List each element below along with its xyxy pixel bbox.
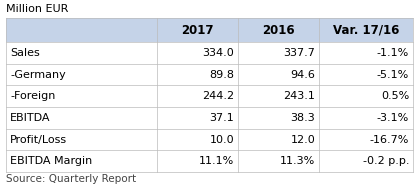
Text: Source: Quarterly Report: Source: Quarterly Report [6,174,136,184]
Text: Profit/Loss: Profit/Loss [10,134,67,145]
Text: 244.2: 244.2 [202,91,234,101]
Text: 243.1: 243.1 [284,91,316,101]
Text: 2017: 2017 [181,24,214,37]
Text: -0.2 p.p.: -0.2 p.p. [362,156,409,166]
Text: -5.1%: -5.1% [377,70,409,80]
Bar [6,129,413,150]
Text: 94.6: 94.6 [290,70,316,80]
Text: Var. 17/16: Var. 17/16 [333,24,399,37]
Bar [6,150,413,172]
Bar [6,64,413,85]
Text: 37.1: 37.1 [209,113,234,123]
Text: 0.5%: 0.5% [381,91,409,101]
Text: 334.0: 334.0 [202,48,234,58]
Bar [6,42,413,64]
Text: -Germany: -Germany [10,70,66,80]
Text: 11.3%: 11.3% [280,156,316,166]
Text: 38.3: 38.3 [291,113,316,123]
Text: -1.1%: -1.1% [377,48,409,58]
Text: -Foreign: -Foreign [10,91,55,101]
Text: 89.8: 89.8 [209,70,234,80]
Text: Million EUR: Million EUR [6,4,68,14]
Text: -3.1%: -3.1% [377,113,409,123]
Bar [6,18,413,42]
Bar [6,85,413,107]
Text: 2016: 2016 [262,24,295,37]
Text: 10.0: 10.0 [210,134,234,145]
Text: Sales: Sales [10,48,40,58]
Text: 12.0: 12.0 [291,134,316,145]
Text: EBITDA: EBITDA [10,113,51,123]
Text: 11.1%: 11.1% [199,156,234,166]
Text: -16.7%: -16.7% [370,134,409,145]
Text: EBITDA Margin: EBITDA Margin [10,156,92,166]
Text: 337.7: 337.7 [284,48,316,58]
Bar [6,107,413,129]
